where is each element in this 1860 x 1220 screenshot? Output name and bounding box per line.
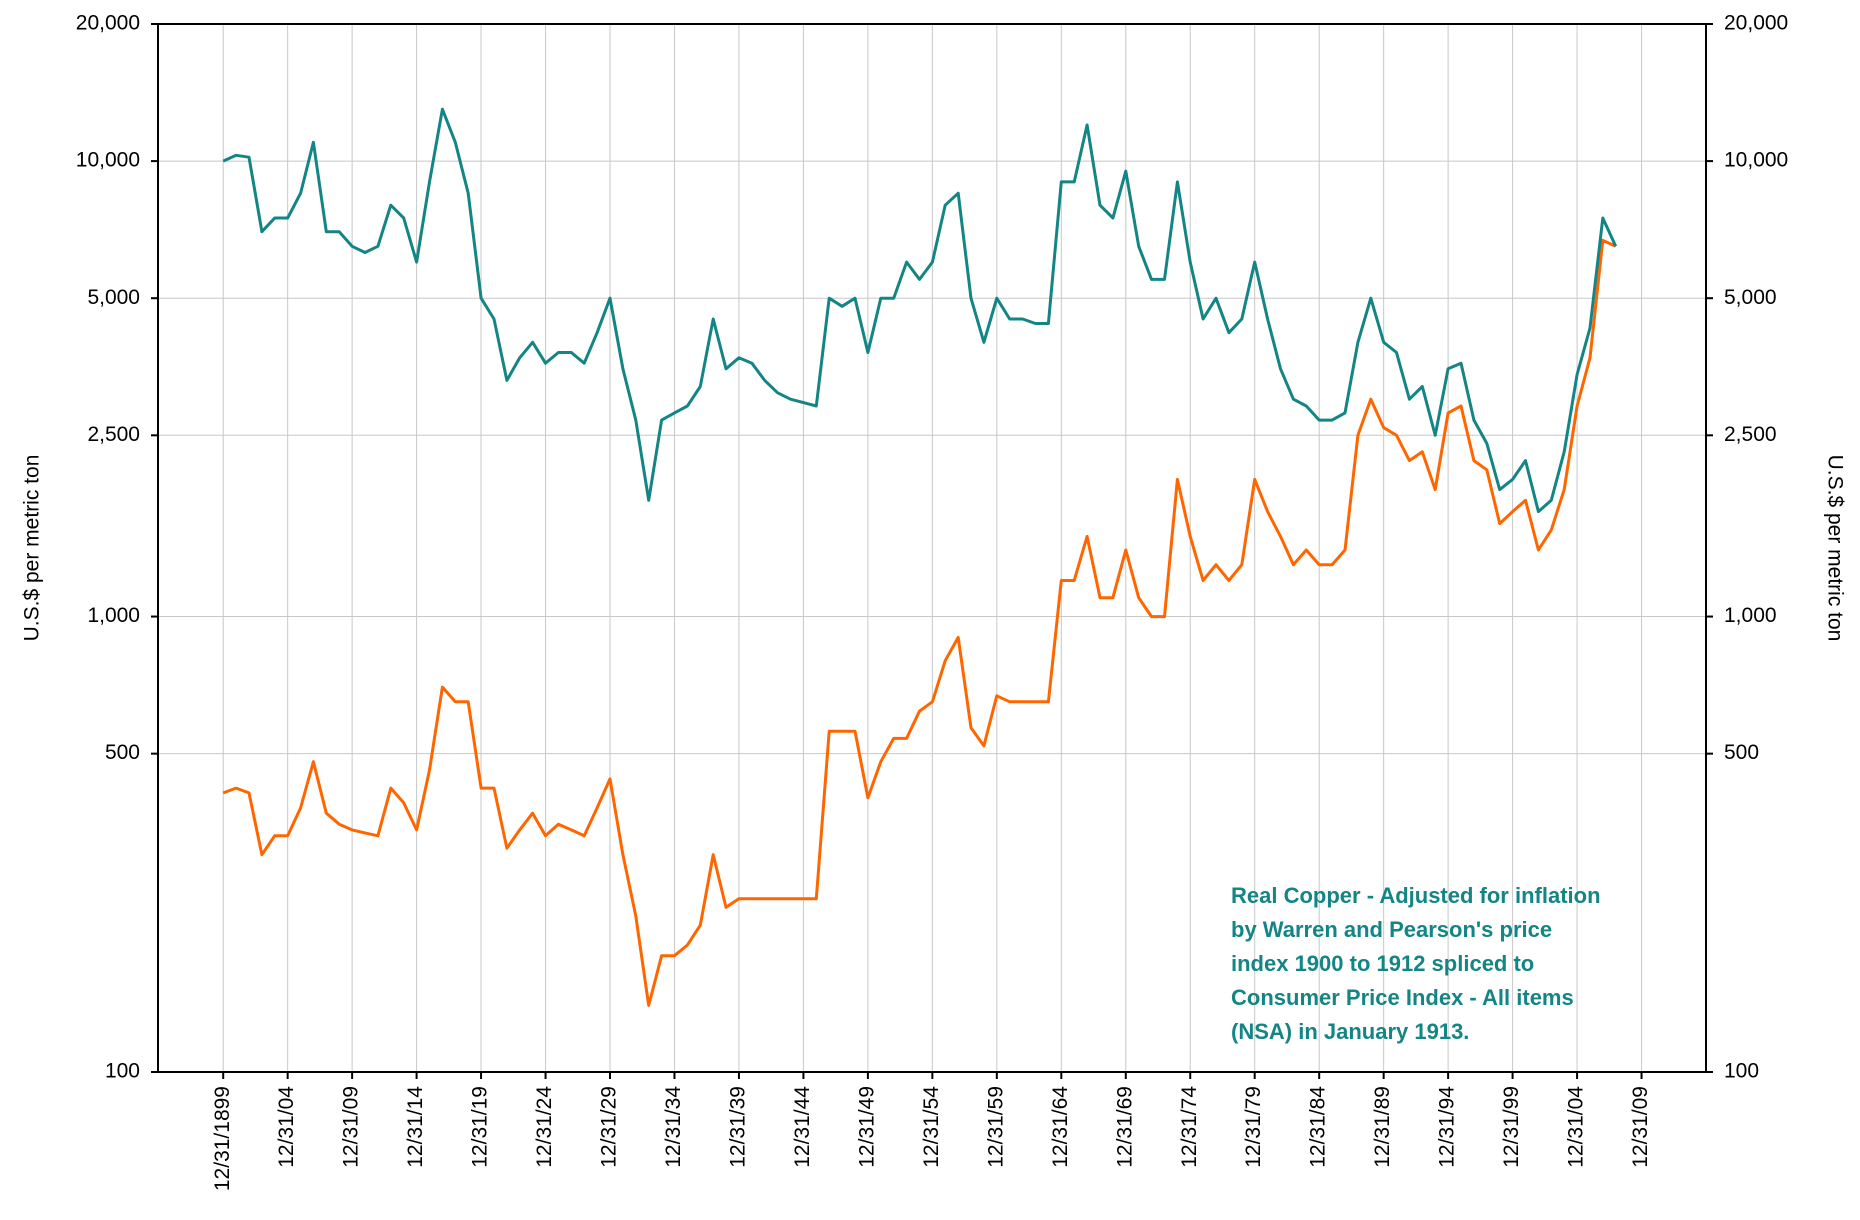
- x-tick-label: 12/31/84: [1307, 1086, 1330, 1168]
- x-tick-label: 12/31/04: [275, 1086, 298, 1168]
- y-tick-label: 500: [105, 741, 140, 764]
- y-tick-label: 10,000: [76, 149, 140, 172]
- y-tick-label: 1,000: [87, 604, 140, 627]
- x-tick-label: 12/31/44: [791, 1086, 814, 1168]
- x-tick-label: 12/31/59: [984, 1086, 1007, 1168]
- x-tick-label: 12/31/19: [469, 1086, 492, 1168]
- x-tick-label: 12/31/34: [662, 1086, 685, 1168]
- x-tick-label: 12/31/09: [340, 1086, 363, 1168]
- x-tick-label: 12/31/29: [598, 1086, 621, 1168]
- annotation: (NSA) in January 1913.: [1231, 1019, 1469, 1044]
- x-tick-label: 12/31/49: [855, 1086, 878, 1168]
- y2-tick-label: 10,000: [1724, 149, 1788, 172]
- y-tick-label: 2,500: [87, 423, 140, 446]
- x-tick-label: 12/31/14: [404, 1086, 427, 1168]
- x-tick-label: 12/31/04: [1565, 1086, 1588, 1168]
- x-tick-label: 12/31/39: [726, 1086, 749, 1168]
- x-tick-label: 12/31/74: [1178, 1086, 1201, 1168]
- x-tick-label: 12/31/94: [1436, 1086, 1459, 1168]
- annotation: Real Copper - Adjusted for inflation: [1231, 883, 1601, 908]
- y-tick-label: 100: [105, 1060, 140, 1083]
- y-tick-label: 5,000: [87, 286, 140, 309]
- y2-axis-label: U.S.$ per metric ton: [1823, 455, 1846, 642]
- y2-tick-label: 2,500: [1724, 423, 1777, 446]
- x-tick-label: 12/31/99: [1500, 1086, 1523, 1168]
- x-tick-label: 12/31/54: [920, 1086, 943, 1168]
- x-tick-label: 12/31/1899: [211, 1086, 234, 1191]
- series-line: [222, 107, 1618, 514]
- y-axis-label: U.S.$ per metric ton: [21, 455, 44, 642]
- y2-tick-label: 500: [1724, 741, 1759, 764]
- annotation: Consumer Price Index - All items: [1231, 985, 1574, 1010]
- y2-tick-label: 5,000: [1724, 286, 1777, 309]
- y2-tick-label: 1,000: [1724, 604, 1777, 627]
- y-tick-label: 20,000: [76, 12, 140, 35]
- y2-tick-label: 100: [1724, 1060, 1759, 1083]
- x-tick-label: 12/31/64: [1049, 1086, 1072, 1168]
- x-tick-label: 12/31/89: [1371, 1086, 1394, 1168]
- y2-tick-label: 20,000: [1724, 12, 1788, 35]
- x-tick-label: 12/31/69: [1113, 1086, 1136, 1168]
- x-tick-label: 12/31/79: [1242, 1086, 1265, 1168]
- series-line: [222, 238, 1617, 1007]
- annotation: by Warren and Pearson's price: [1231, 917, 1552, 942]
- x-tick-label: 12/31/24: [533, 1086, 556, 1168]
- annotation: index 1900 to 1912 spliced to: [1231, 951, 1534, 976]
- x-tick-label: 12/31/09: [1629, 1086, 1652, 1168]
